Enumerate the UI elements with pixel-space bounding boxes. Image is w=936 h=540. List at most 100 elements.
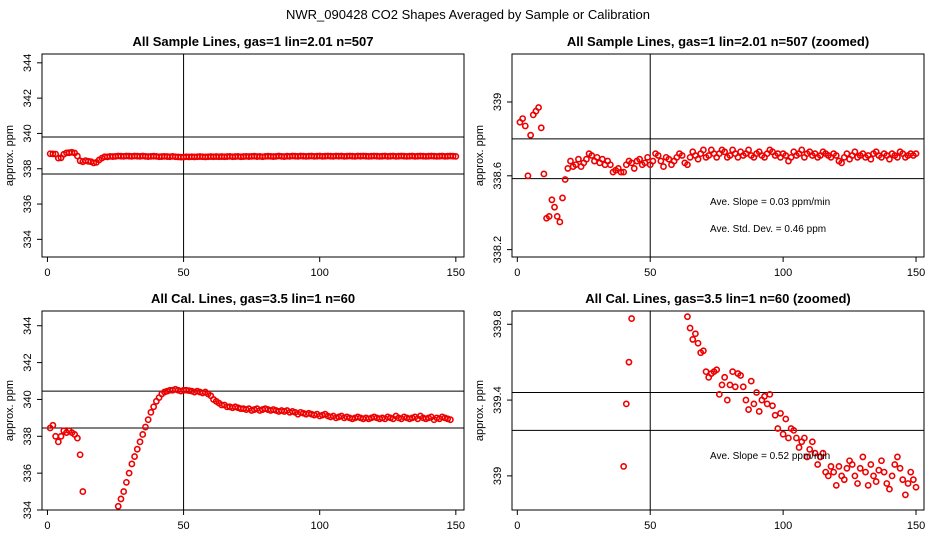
data-point xyxy=(54,438,62,446)
chart-title: All Cal. Lines, gas=3.5 lin=1 n=60 xyxy=(151,291,355,306)
data-point xyxy=(843,150,851,158)
x-tick-label: 150 xyxy=(907,520,925,532)
reference-lines xyxy=(512,311,924,510)
data-point xyxy=(726,381,734,389)
data-point xyxy=(875,466,883,474)
data-point xyxy=(763,400,771,408)
y-axis-label: approx. ppm xyxy=(4,380,16,441)
data-point xyxy=(52,432,60,440)
data-point xyxy=(901,491,909,499)
chart-panel-4: All Cal. Lines, gas=3.5 lin=1 n=60 (zoom… xyxy=(474,291,925,532)
data-point xyxy=(686,324,694,332)
y-tick-label: 339 xyxy=(492,467,504,485)
data-point xyxy=(559,194,566,202)
data-point xyxy=(553,212,561,220)
data-point xyxy=(729,368,737,376)
data-point xyxy=(835,463,843,470)
x-tick-label: 100 xyxy=(311,267,329,279)
data-point xyxy=(909,476,917,484)
data-point xyxy=(593,153,601,161)
chart-title: All Cal. Lines, gas=3.5 lin=1 n=60 (zoom… xyxy=(585,291,851,306)
data-point xyxy=(551,203,558,211)
chart-panel-3: All Cal. Lines, gas=3.5 lin=1 n=60 0 50 100… xyxy=(4,0,465,532)
data-point xyxy=(830,468,838,476)
x-tick-label: 100 xyxy=(774,267,792,279)
data-point xyxy=(548,196,556,204)
data-point xyxy=(888,472,896,480)
data-point xyxy=(684,313,691,321)
data-point xyxy=(803,453,811,461)
data-point xyxy=(838,159,845,167)
data-point xyxy=(896,464,904,472)
data-point xyxy=(793,434,800,442)
y-tick-label: 340 xyxy=(22,390,34,408)
data-point xyxy=(883,480,891,487)
data-point xyxy=(452,152,460,160)
data-point xyxy=(654,152,662,159)
data-point xyxy=(702,368,710,376)
data-point xyxy=(527,131,535,139)
data-point xyxy=(567,157,574,165)
data-point xyxy=(894,453,901,461)
data-point xyxy=(718,381,726,389)
y-tick-label: 339.8 xyxy=(492,311,504,339)
chart-panel-1: All Sample Lines, gas=1 lin=2.01 n=507 0 5… xyxy=(4,34,465,279)
data-point xyxy=(848,461,856,468)
data-point xyxy=(678,152,686,159)
data-point xyxy=(886,155,893,163)
data-point xyxy=(123,478,130,486)
x-tick-label: 50 xyxy=(644,267,656,279)
data-point xyxy=(575,155,582,163)
data-point xyxy=(644,153,651,161)
data-point xyxy=(451,0,456,3)
data-point xyxy=(880,468,888,476)
data-point xyxy=(811,449,819,457)
data-point xyxy=(73,152,81,160)
data-point xyxy=(777,409,784,417)
data-point xyxy=(912,150,920,158)
data-point xyxy=(769,402,776,410)
data-point xyxy=(779,430,787,438)
data-point xyxy=(750,400,758,408)
data-point xyxy=(556,218,564,226)
data-point xyxy=(753,389,760,396)
data-point xyxy=(147,408,155,416)
data-point xyxy=(131,453,138,460)
data-point xyxy=(870,472,877,480)
data-point xyxy=(867,461,875,468)
data-point xyxy=(54,154,62,162)
data-point xyxy=(694,155,702,163)
x-tick-label: 100 xyxy=(774,520,792,532)
data-point xyxy=(133,445,141,453)
data-point xyxy=(699,347,707,355)
data-point xyxy=(537,124,545,132)
y-tick-label: 344 xyxy=(22,54,34,72)
data-point xyxy=(524,172,532,180)
figure-title: NWR_090428 CO2 Shapes Averaged by Sample… xyxy=(286,7,650,22)
data-point xyxy=(745,406,752,413)
data-series xyxy=(46,0,456,510)
data-point xyxy=(446,416,454,424)
data-point xyxy=(713,366,721,374)
x-tick-label: 50 xyxy=(177,520,189,532)
data-point xyxy=(114,502,122,510)
y-tick-label: 342 xyxy=(22,353,34,371)
y-tick-label: 336 xyxy=(22,464,34,482)
y-tick-label: 339.4 xyxy=(492,386,504,414)
data-point xyxy=(912,483,920,491)
data-point xyxy=(449,152,457,160)
data-point xyxy=(684,161,691,169)
reference-lines xyxy=(42,311,464,510)
data-point xyxy=(824,472,832,480)
data-point xyxy=(798,146,806,154)
data-point xyxy=(49,421,57,429)
data-point xyxy=(851,148,859,156)
data-point xyxy=(859,453,867,461)
data-point xyxy=(864,481,872,489)
data-point xyxy=(617,168,625,176)
data-point xyxy=(689,336,697,343)
y-tick-label: 344 xyxy=(22,317,34,335)
data-point xyxy=(886,485,893,493)
data-point xyxy=(755,408,763,415)
